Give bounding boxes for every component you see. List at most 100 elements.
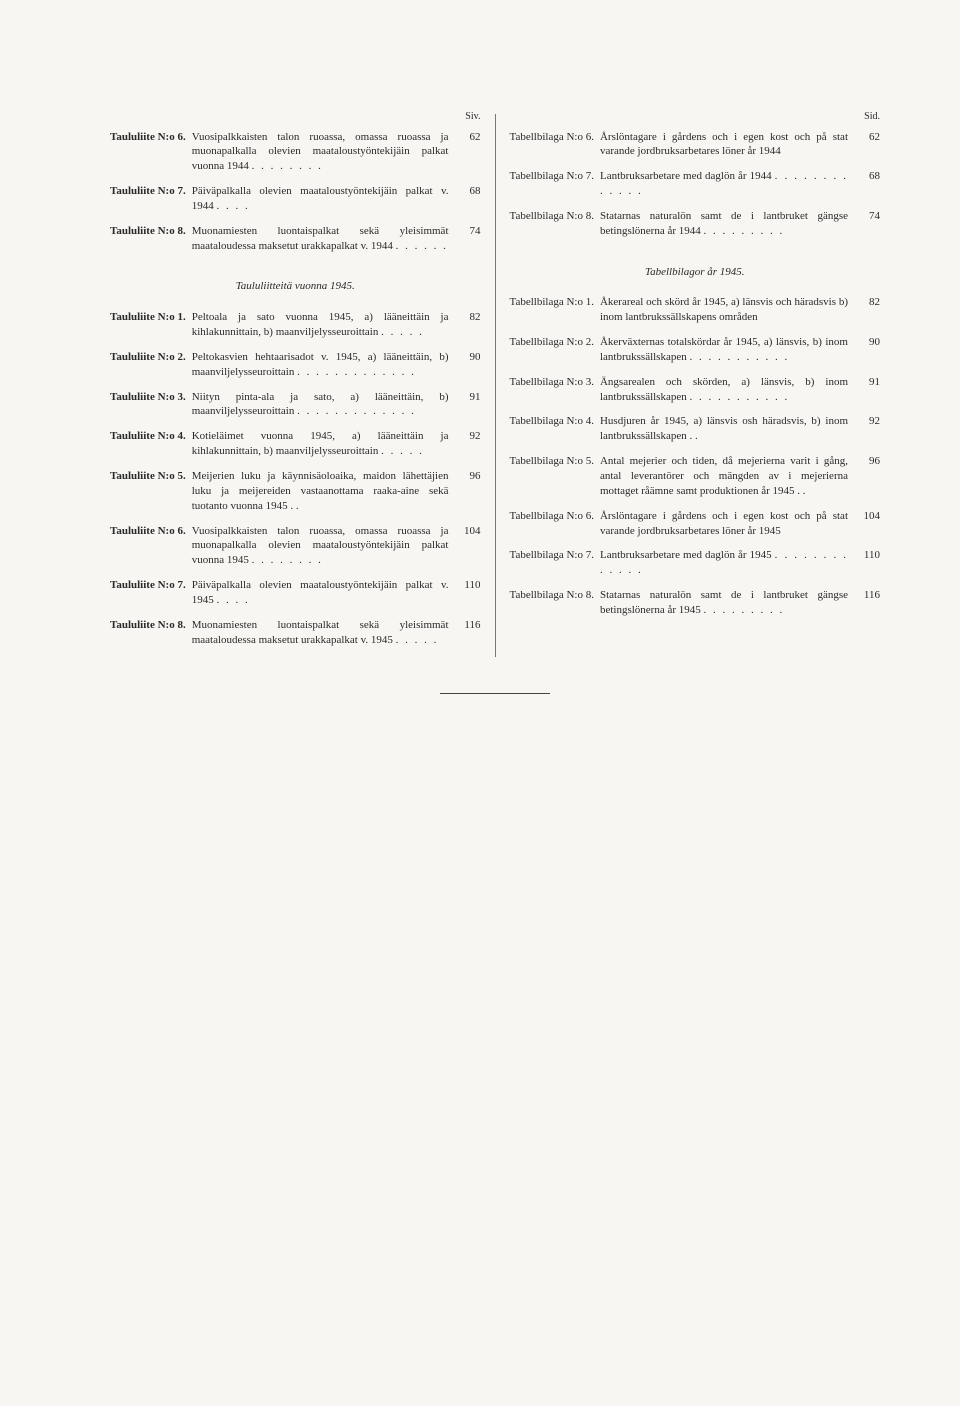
- toc-entry: Tabellbilaga N:o 8. Statarnas naturalön …: [510, 209, 881, 239]
- entry-label: Taululiite N:o 8.: [110, 618, 192, 633]
- toc-entry: Taululiite N:o 1. Peltoala ja sato vuonn…: [110, 310, 481, 340]
- entry-page: 104: [449, 524, 481, 539]
- entry-body: Årslöntagare i gårdens och i egen kost o…: [600, 130, 848, 160]
- entry-page: 82: [449, 310, 481, 325]
- toc-entry: Tabellbilaga N:o 3. Ängsarealen och skör…: [510, 375, 881, 405]
- entry-label: Taululiite N:o 1.: [110, 310, 192, 325]
- entry-page: 91: [449, 390, 481, 405]
- entry-body: Muonamiesten luontaispalkat sekä yleisim…: [192, 618, 449, 648]
- entry-label: Taululiite N:o 6.: [110, 130, 192, 145]
- entry-label: Taululiite N:o 6.: [110, 524, 192, 539]
- entry-body: Lantbruksarbetare med daglön år 1944 . .…: [600, 169, 848, 199]
- entry-body: Statarnas naturalön samt de i lantbruket…: [600, 588, 848, 618]
- entry-body: Ängsarealen och skörden, a) länsvis, b) …: [600, 375, 848, 405]
- right-column: Sid. Tabellbilaga N:o 6. Årslöntagare i …: [510, 110, 881, 657]
- entry-page: 91: [848, 375, 880, 390]
- toc-entry: Tabellbilaga N:o 5. Antal mejerier och t…: [510, 454, 881, 499]
- entry-label: Taululiite N:o 3.: [110, 390, 192, 405]
- entry-label: Tabellbilaga N:o 1.: [510, 295, 600, 310]
- horizontal-rule: [440, 693, 550, 694]
- left-column: Siv. Taululiite N:o 6. Vuosipalkkaisten …: [110, 110, 481, 657]
- right-header: Sid.: [510, 110, 881, 124]
- entry-page: 90: [449, 350, 481, 365]
- entry-desc: Husdjuren år 1945, a) länsvis osh härads…: [600, 415, 848, 442]
- leader-dots: . . . . . . . . . . . . .: [297, 405, 416, 417]
- leader-dots: . . . . .: [381, 326, 424, 338]
- entry-desc: Lantbruksarbetare med daglön år 1945: [600, 549, 772, 561]
- entry-label: Taululiite N:o 5.: [110, 469, 192, 484]
- entry-page: 82: [848, 295, 880, 310]
- entry-label: Tabellbilaga N:o 7.: [510, 548, 600, 563]
- entry-page: 116: [848, 588, 880, 603]
- entry-label: Tabellbilaga N:o 8.: [510, 588, 600, 603]
- entry-label: Taululiite N:o 8.: [110, 224, 192, 239]
- entry-body: Peltokasvien hehtaarisadot v. 1945, a) l…: [192, 350, 449, 380]
- column-divider: [495, 114, 496, 657]
- entry-body: Päiväpalkalla olevien maataloustyöntekij…: [192, 578, 449, 608]
- entry-page: 62: [848, 130, 880, 145]
- entry-page: 96: [848, 454, 880, 469]
- toc-entry: Taululiite N:o 6. Vuosipalkkaisten talon…: [110, 524, 481, 569]
- leader-dots: . . . . .: [381, 445, 424, 457]
- leader-dots: . . . . . . . . .: [704, 225, 785, 237]
- entry-page: 90: [848, 335, 880, 350]
- leader-dots: . . . .: [216, 200, 249, 212]
- entry-body: Kotieläimet vuonna 1945, a) lääneittäin …: [192, 429, 449, 459]
- entry-label: Tabellbilaga N:o 3.: [510, 375, 600, 390]
- entry-page: 116: [449, 618, 481, 633]
- leader-dots: . . . . . . . .: [252, 160, 323, 172]
- entry-body: Årslöntagare i gårdens och i egen kost o…: [600, 509, 848, 539]
- entry-label: Tabellbilaga N:o 4.: [510, 414, 600, 429]
- entry-desc: Lantbruksarbetare med daglön år 1944: [600, 170, 772, 182]
- entry-page: 104: [848, 509, 880, 524]
- toc-entry: Tabellbilaga N:o 2. Åkerväxternas totals…: [510, 335, 881, 365]
- entry-body: Niityn pinta-ala ja sato, a) lääneittäin…: [192, 390, 449, 420]
- entry-body: Peltoala ja sato vuonna 1945, a) lääneit…: [192, 310, 449, 340]
- right-block1: Tabellbilaga N:o 6. Årslöntagare i gårde…: [510, 130, 881, 239]
- toc-entry: Taululiite N:o 7. Päiväpalkalla olevien …: [110, 578, 481, 608]
- leader-dots: . . . .: [216, 594, 249, 606]
- toc-entry: Taululiite N:o 8. Muonamiesten luontaisp…: [110, 618, 481, 648]
- entry-body: Päiväpalkalla olevien maataloustyöntekij…: [192, 184, 449, 214]
- entry-label: Tabellbilaga N:o 2.: [510, 335, 600, 350]
- leader-dots: . . . . . . . .: [252, 554, 323, 566]
- left-block1: Taululiite N:o 6. Vuosipalkkaisten talon…: [110, 130, 481, 254]
- toc-entry: Tabellbilaga N:o 6. Årslöntagare i gårde…: [510, 509, 881, 539]
- left-header: Siv.: [110, 110, 481, 124]
- toc-entry: Taululiite N:o 5. Meijerien luku ja käyn…: [110, 469, 481, 514]
- toc-entry: Tabellbilaga N:o 6. Årslöntagare i gårde…: [510, 130, 881, 160]
- toc-entry: Tabellbilaga N:o 7. Lantbruksarbetare me…: [510, 548, 881, 578]
- entry-body: Statarnas naturalön samt de i lantbruket…: [600, 209, 848, 239]
- entry-page: 68: [449, 184, 481, 199]
- toc-entry: Taululiite N:o 7. Päiväpalkalla olevien …: [110, 184, 481, 214]
- toc-entry: Tabellbilaga N:o 4. Husdjuren år 1945, a…: [510, 414, 881, 444]
- entry-body: Husdjuren år 1945, a) länsvis osh härads…: [600, 414, 848, 444]
- leader-dots: . . . . . .: [396, 240, 448, 252]
- toc-entry: Taululiite N:o 2. Peltokasvien hehtaaris…: [110, 350, 481, 380]
- entry-body: Åkerväxternas totalskördar år 1945, a) l…: [600, 335, 848, 365]
- entry-page: 110: [449, 578, 481, 593]
- entry-page: 74: [848, 209, 880, 224]
- entry-page: 92: [449, 429, 481, 444]
- entry-body: Vuosipalkkaisten talon ruoassa, omassa r…: [192, 130, 449, 175]
- entry-body: Meijerien luku ja käynnisäoloaika, maido…: [192, 469, 449, 514]
- toc-entry: Taululiite N:o 8. Muonamiesten luontaisp…: [110, 224, 481, 254]
- leader-dots: . . . . .: [396, 634, 439, 646]
- entry-page: 68: [848, 169, 880, 184]
- entry-body: Vuosipalkkaisten talon ruoassa, omassa r…: [192, 524, 449, 569]
- toc-entry: Taululiite N:o 3. Niityn pinta-ala ja sa…: [110, 390, 481, 420]
- right-section-title: Tabellbilagor år 1945.: [510, 265, 881, 280]
- leader-dots: . . . . . . . . . . .: [689, 391, 789, 403]
- entry-page: 62: [449, 130, 481, 145]
- leader-dots: . . . . . . . . . . .: [689, 351, 789, 363]
- leader-dots: . . . . . . . . . . . . .: [297, 366, 416, 378]
- entry-page: 96: [449, 469, 481, 484]
- toc-entry: Taululiite N:o 4. Kotieläimet vuonna 194…: [110, 429, 481, 459]
- entry-label: Taululiite N:o 2.: [110, 350, 192, 365]
- entry-label: Taululiite N:o 4.: [110, 429, 192, 444]
- entry-page: 92: [848, 414, 880, 429]
- entry-desc: Antal mejerier och tiden, då mejerierna …: [600, 455, 848, 497]
- entry-desc: Meijerien luku ja käynnisäoloaika, maido…: [192, 470, 449, 512]
- right-block2: Tabellbilaga N:o 1. Åkerareal och skörd …: [510, 295, 881, 617]
- entry-desc: Årslöntagare i gårdens och i egen kost o…: [600, 131, 848, 158]
